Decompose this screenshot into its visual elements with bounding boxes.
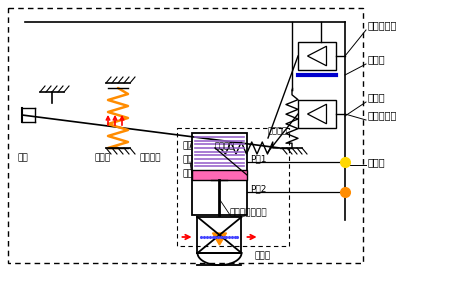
Text: 活塞: 活塞 bbox=[182, 155, 193, 164]
Bar bbox=[192, 133, 247, 215]
Text: 下喷嘴: 下喷嘴 bbox=[367, 92, 385, 102]
Text: 反馈弹簧: 反馈弹簧 bbox=[214, 141, 234, 150]
Bar bbox=[177, 128, 288, 246]
Bar bbox=[192, 170, 247, 180]
Text: P出2: P出2 bbox=[249, 184, 266, 193]
Text: P出1: P出1 bbox=[249, 154, 266, 163]
Text: 气缸: 气缸 bbox=[182, 141, 193, 150]
Bar bbox=[298, 100, 335, 128]
Text: 定位器: 定位器 bbox=[367, 157, 385, 167]
Text: 波纹管: 波纹管 bbox=[95, 153, 111, 162]
Bar bbox=[8, 8, 362, 263]
Polygon shape bbox=[212, 233, 226, 245]
Text: 上喷嘴: 上喷嘴 bbox=[367, 54, 385, 64]
Bar bbox=[298, 42, 335, 70]
Text: 调节阀: 调节阀 bbox=[254, 251, 271, 260]
Text: 功率放大器: 功率放大器 bbox=[367, 20, 396, 30]
Text: 推杆: 推杆 bbox=[182, 169, 193, 178]
Text: 杠杆: 杠杆 bbox=[18, 153, 29, 162]
Text: 活塞式执行机构: 活塞式执行机构 bbox=[229, 208, 267, 217]
Text: 功率放大器: 功率放大器 bbox=[367, 110, 396, 120]
Text: 调零弹簧: 调零弹簧 bbox=[268, 126, 288, 135]
Text: 信号压力: 信号压力 bbox=[140, 153, 161, 162]
